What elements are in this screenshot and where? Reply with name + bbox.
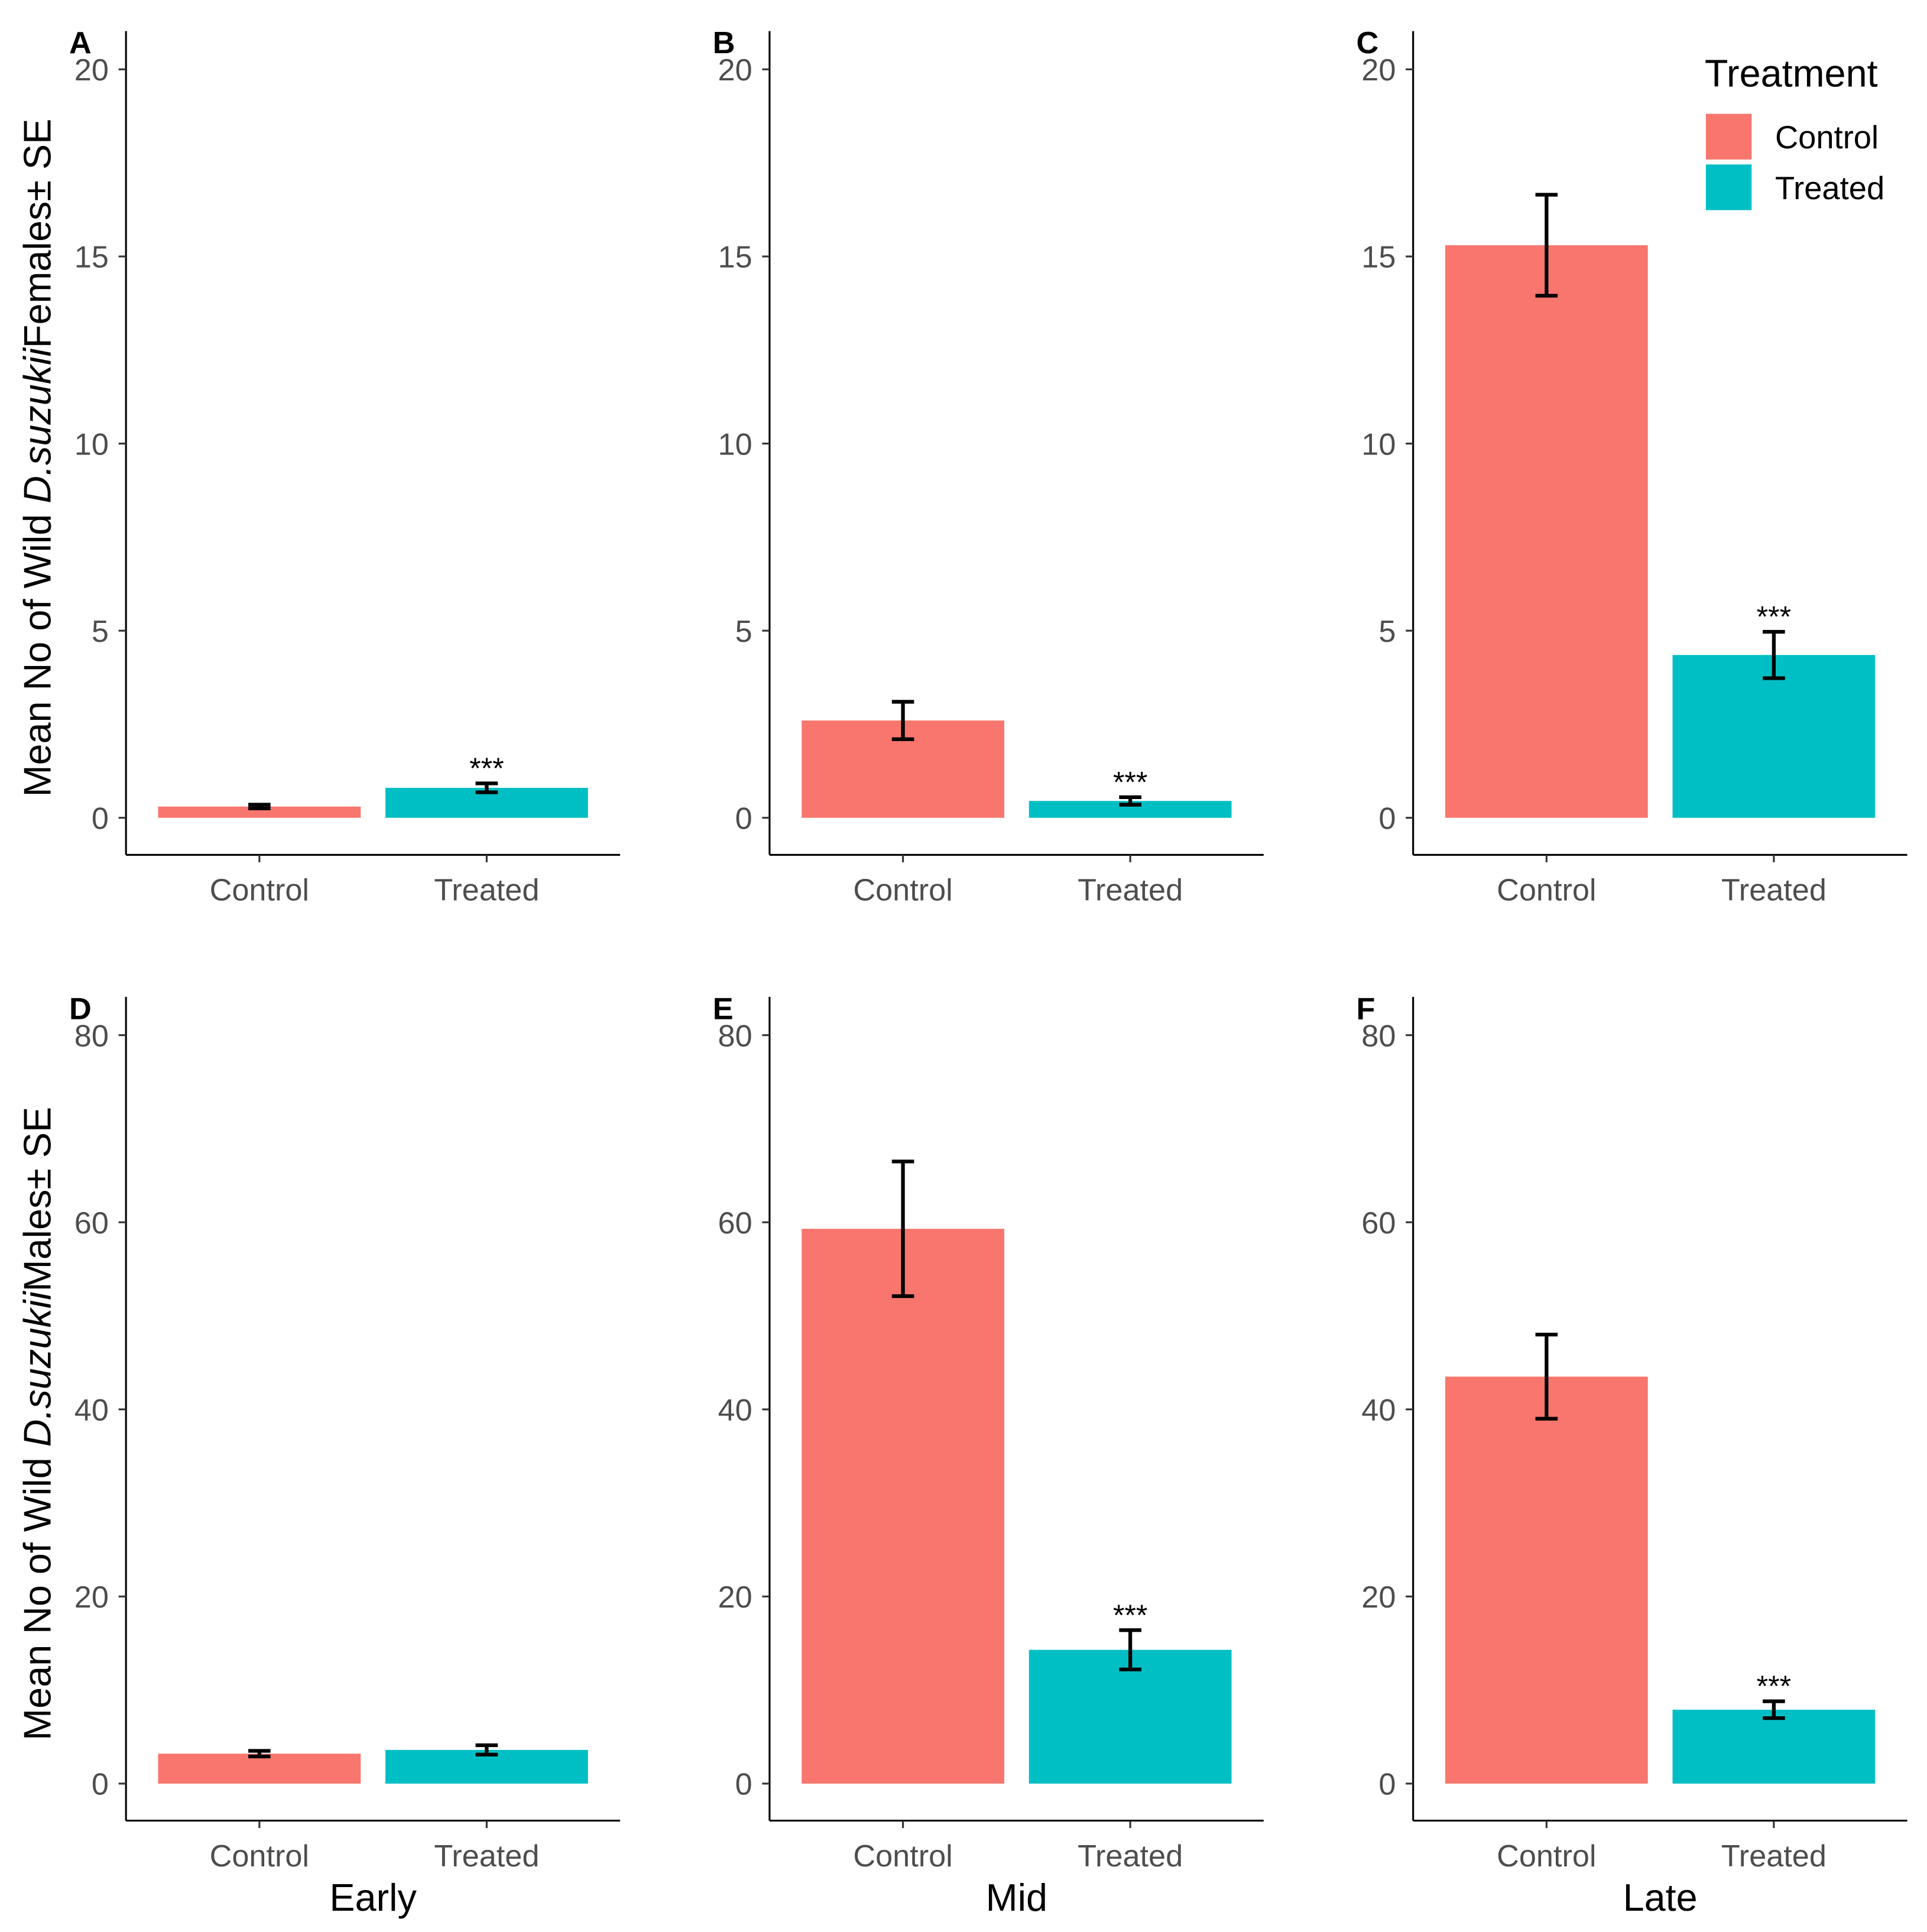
y-tick-label: 5	[735, 615, 752, 649]
legend-label: Treated	[1775, 170, 1884, 206]
bar-control	[802, 1229, 1004, 1784]
x-tick-label: Control	[210, 874, 309, 908]
x-tick-label: Treated	[1078, 874, 1183, 908]
y-tick-label: 15	[74, 241, 109, 275]
y-tick-label: 20	[1361, 53, 1396, 87]
y-title-part: Males± SE	[16, 1107, 59, 1292]
y-tick-label: 20	[1361, 1580, 1396, 1615]
y-tick-label: 5	[1378, 615, 1396, 649]
bar-control	[158, 1754, 361, 1784]
x-tick-label: Treated	[1721, 874, 1827, 908]
legend-label: Control	[1775, 119, 1879, 155]
y-tick-label: 10	[718, 427, 752, 462]
y-tick-label: 20	[718, 1580, 752, 1615]
bar-treated	[1029, 1649, 1232, 1784]
y-tick-label: 80	[1361, 1019, 1396, 1053]
legend-key-control	[1705, 113, 1752, 160]
x-axis-title: Mid	[986, 1876, 1047, 1919]
y-tick-label: 15	[718, 241, 752, 275]
y-tick-label: 15	[1361, 241, 1396, 275]
panel-letter: B	[713, 26, 735, 60]
y-tick-label: 10	[1361, 427, 1396, 462]
panel-letter: F	[1357, 992, 1375, 1026]
legend-title: Treatment	[1705, 52, 1878, 95]
x-tick-label: Treated	[434, 874, 539, 908]
panel-f: 0 20 40 60 80F Control *** Treated	[1357, 992, 1907, 1873]
bar-treated	[1672, 655, 1876, 818]
significance-label: ***	[469, 752, 504, 785]
bar-treated	[1672, 1709, 1876, 1784]
y-title-part: Mean No of Wild	[16, 1447, 59, 1741]
y-title-part: Females± SE	[16, 119, 59, 348]
panel-letter: A	[69, 26, 92, 60]
panel-d: 0 20 40 60 80D Control Treated	[69, 992, 621, 1873]
x-tick-label: Control	[1497, 874, 1596, 908]
y-axis-title: Mean No of Wild D.suzukiiMales± SE	[16, 1107, 59, 1741]
y-axis-title: Mean No of Wild D.suzukiiFemales± SE	[16, 119, 59, 797]
panel-a: 0 5 10 15 20A Control *** Treated	[69, 26, 621, 908]
bar-control	[1445, 245, 1648, 818]
significance-label: ***	[1757, 1670, 1792, 1703]
x-tick-label: Control	[853, 874, 952, 908]
panel-letter: D	[69, 992, 92, 1026]
panel-letter: E	[713, 992, 734, 1026]
legend: Treatment Control Treated	[1705, 52, 1884, 210]
y-title-part: Mean No of Wild	[16, 504, 59, 797]
bar-control	[158, 806, 361, 818]
x-axis-title: Early	[329, 1876, 417, 1919]
x-tick-label: Treated	[1721, 1839, 1827, 1873]
y-tick-label: 80	[74, 1019, 109, 1053]
panel-e: 0 20 40 60 80E Control *** Treated	[713, 992, 1264, 1873]
y-tick-label: 0	[92, 1768, 109, 1802]
y-tick-label: 20	[74, 53, 109, 87]
x-tick-label: Control	[853, 1839, 952, 1873]
significance-label: ***	[1113, 1599, 1148, 1632]
panel-c: 0 5 10 15 20C Control *** Treated	[1357, 26, 1907, 908]
y-tick-label: 0	[735, 802, 752, 836]
y-tick-label: 40	[74, 1394, 109, 1428]
x-tick-label: Treated	[434, 1839, 539, 1873]
y-tick-label: 40	[1361, 1394, 1396, 1428]
panel-b: 0 5 10 15 20B Control *** Treated	[713, 26, 1264, 908]
y-tick-label: 0	[92, 802, 109, 836]
y-title-species: D.suzukii	[16, 1291, 59, 1447]
y-title-species: D.suzukii	[16, 347, 59, 503]
y-tick-label: 10	[74, 427, 109, 462]
significance-label: ***	[1113, 766, 1148, 799]
x-tick-label: Treated	[1078, 1839, 1183, 1873]
bar-control	[1445, 1376, 1648, 1784]
y-tick-label: 60	[1361, 1206, 1396, 1241]
x-tick-label: Control	[1497, 1839, 1596, 1873]
y-tick-label: 0	[735, 1768, 752, 1802]
y-tick-label: 5	[92, 615, 109, 649]
y-tick-label: 20	[718, 53, 752, 87]
y-tick-label: 60	[718, 1206, 752, 1241]
x-axis-title: Late	[1623, 1876, 1698, 1919]
significance-label: ***	[1757, 600, 1792, 634]
legend-key-treated	[1705, 164, 1752, 210]
panel-letter: C	[1357, 26, 1379, 60]
y-tick-label: 40	[718, 1394, 752, 1428]
x-tick-label: Control	[210, 1839, 309, 1873]
y-tick-label: 20	[74, 1580, 109, 1615]
y-tick-label: 80	[718, 1019, 752, 1053]
y-tick-label: 0	[1378, 1768, 1396, 1802]
y-tick-label: 0	[1378, 802, 1396, 836]
y-tick-label: 60	[74, 1206, 109, 1241]
